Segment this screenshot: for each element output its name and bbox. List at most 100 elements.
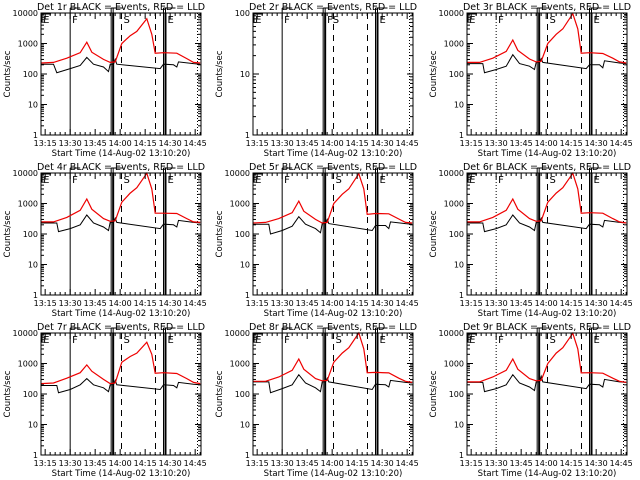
series-line-lld: [253, 172, 413, 224]
x-tick-label: 13:15: [460, 459, 483, 468]
chart-panel-2: E F FS E 1 10 100 13:15 13:30 13:45 14:00 14:15 14:3…: [215, 2, 419, 159]
x-tick-label: 14:30: [159, 139, 182, 148]
y-tick-label: 100: [235, 9, 250, 18]
x-tick-label: 14:15: [134, 459, 157, 468]
x-tick-label: 14:30: [371, 459, 394, 468]
marker-label: FS: [327, 15, 339, 26]
x-tick-label: 13:30: [271, 139, 294, 148]
y-tick-label: 1000: [230, 200, 250, 209]
x-tick-label: 13:15: [246, 459, 269, 468]
marker-label: E: [594, 15, 600, 26]
y-axis-label: Counts/sec: [215, 50, 225, 97]
marker-label: F: [498, 335, 504, 346]
marker-label: E: [255, 335, 261, 346]
y-tick-label: 1000: [230, 360, 250, 369]
marker-label: F: [284, 175, 290, 186]
chart-title: Det 9r BLACK = Events, RED = LLD: [463, 322, 631, 333]
marker-label: E: [168, 15, 174, 26]
y-tick-label: 1000: [444, 360, 464, 369]
y-tick-label: 10000: [439, 169, 464, 178]
marker-label: S: [550, 15, 556, 26]
x-tick-label: 14:30: [159, 459, 182, 468]
y-tick-label: 1: [459, 131, 464, 140]
y-tick-label: 100: [23, 230, 38, 239]
x-tick-label: 14:30: [371, 139, 394, 148]
marker-label: S: [124, 175, 130, 186]
x-tick-label: 13:45: [84, 139, 107, 148]
marker-label: E: [594, 335, 600, 346]
y-axis-label: Counts/sec: [215, 210, 225, 257]
y-tick-label: 10000: [439, 9, 464, 18]
y-tick-label: 10: [454, 421, 464, 430]
y-tick-label: 1: [245, 451, 250, 460]
y-tick-label: 1000: [444, 200, 464, 209]
x-tick-label: 13:30: [271, 459, 294, 468]
y-tick-label: 10000: [439, 329, 464, 338]
x-tick-label: 14:45: [184, 459, 207, 468]
x-tick-label: 14:15: [560, 459, 583, 468]
chart-title: Det 3r BLACK = Events, RED = LLD: [463, 2, 631, 13]
marker-label: E: [380, 15, 386, 26]
x-tick-label: 14:45: [610, 459, 633, 468]
chart-title: Det 4r BLACK = Events, RED = LLD: [37, 162, 205, 173]
x-tick-label: 13:15: [34, 299, 57, 308]
marker-label: F: [72, 335, 78, 346]
y-tick-label: 10000: [225, 169, 250, 178]
x-tick-label: 14:45: [184, 299, 207, 308]
x-tick-label: 13:30: [485, 299, 508, 308]
x-tick-label: 14:15: [560, 139, 583, 148]
marker-label: E: [594, 175, 600, 186]
y-tick-label: 10000: [13, 9, 38, 18]
chart-title: Det 5r BLACK = Events, RED = LLD: [249, 162, 417, 173]
y-tick-label: 1000: [18, 40, 38, 49]
y-axis-label: Counts/sec: [429, 210, 439, 257]
x-tick-label: 14:15: [346, 299, 369, 308]
series-line-lld: [41, 171, 201, 223]
x-tick-label: 14:30: [371, 299, 394, 308]
marker-label: S: [336, 175, 342, 186]
x-tick-label: 14:45: [610, 139, 633, 148]
x-tick-label: 13:30: [59, 459, 82, 468]
series-line-events: [467, 373, 627, 393]
x-tick-label: 13:15: [246, 299, 269, 308]
y-tick-label: 10: [240, 70, 250, 79]
x-tick-label: 14:30: [585, 139, 608, 148]
marker-label: E: [380, 335, 386, 346]
marker-label: F: [498, 175, 504, 186]
x-tick-label: 13:30: [59, 139, 82, 148]
series-line-events: [253, 215, 413, 235]
x-axis-label: Start Time (14-Aug-02 13:10:20): [52, 309, 191, 319]
marker-label: E: [255, 175, 261, 186]
y-tick-label: 1: [245, 291, 250, 300]
marker-label: E: [469, 335, 475, 346]
series-line-lld: [41, 17, 201, 64]
x-axis-label: Start Time (14-Aug-02 13:10:20): [264, 149, 403, 159]
series-line-events: [253, 373, 413, 394]
y-axis-label: Counts/sec: [3, 210, 13, 257]
marker-label: F: [284, 15, 290, 26]
x-tick-label: 13:30: [59, 299, 82, 308]
x-tick-label: 14:00: [321, 299, 344, 308]
x-axis-label: Start Time (14-Aug-02 13:10:20): [264, 469, 403, 479]
x-tick-label: 13:45: [296, 459, 319, 468]
x-axis-label: Start Time (14-Aug-02 13:10:20): [52, 149, 191, 159]
y-tick-label: 10: [240, 261, 250, 270]
marker-label: E: [380, 175, 386, 186]
x-tick-label: 14:15: [346, 139, 369, 148]
x-tick-label: 14:45: [396, 299, 419, 308]
y-tick-label: 1000: [444, 40, 464, 49]
y-tick-label: 100: [235, 390, 250, 399]
y-tick-label: 1: [33, 291, 38, 300]
marker-label: E: [168, 335, 174, 346]
x-axis-label: Start Time (14-Aug-02 13:10:20): [478, 309, 617, 319]
chart-title: Det 7r BLACK = Events, RED = LLD: [37, 322, 205, 333]
y-axis-label: Counts/sec: [3, 50, 13, 97]
marker-label: E: [469, 15, 475, 26]
